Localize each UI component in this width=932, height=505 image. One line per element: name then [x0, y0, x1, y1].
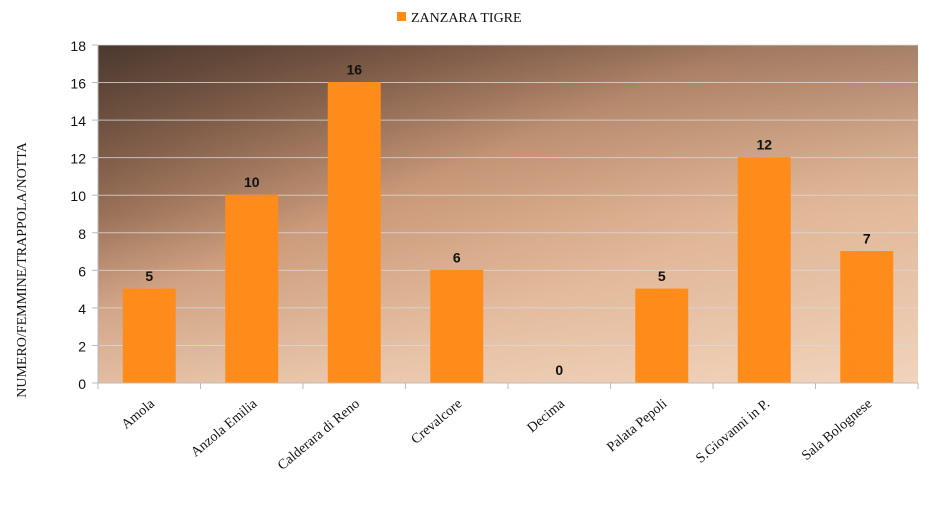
- data-label: 7: [863, 231, 871, 247]
- bar: [738, 158, 790, 383]
- bar: [123, 289, 175, 383]
- data-label: 12: [756, 137, 772, 153]
- data-label: 6: [453, 249, 461, 265]
- x-tick-label: Crevalcore: [409, 397, 466, 448]
- bar: [226, 195, 278, 383]
- data-label: 10: [244, 174, 260, 190]
- x-tick-label: Decima: [525, 396, 569, 436]
- bar: [841, 252, 893, 383]
- x-tick-label: Sala Bolognese: [799, 397, 875, 464]
- legend-label: ZANZARA TIGRE: [411, 11, 522, 26]
- bar: [636, 289, 688, 383]
- data-label: 5: [145, 268, 153, 284]
- y-tick-label: 12: [70, 151, 86, 167]
- x-tick-label: S.Giovanni in P.: [693, 397, 772, 467]
- y-tick-label: 16: [70, 76, 86, 92]
- data-label: 16: [346, 62, 362, 78]
- y-tick-label: 14: [70, 113, 86, 129]
- y-tick-label: 6: [78, 263, 86, 279]
- y-tick-label: 10: [70, 188, 86, 204]
- y-axis-label: NUMERO/FEMMINE/TRAPPOLA/NOTTA: [15, 141, 30, 397]
- y-tick-label: 18: [70, 38, 86, 54]
- x-tick-label: Anzola Emilia: [188, 396, 260, 460]
- bar: [431, 270, 483, 383]
- legend-swatch: [397, 12, 406, 21]
- y-tick-label: 4: [78, 301, 86, 317]
- data-label: 0: [555, 362, 563, 378]
- x-tick-label: Palata Pepoli: [604, 397, 670, 456]
- data-label: 5: [658, 268, 666, 284]
- x-tick-label: Calderara di Reno: [275, 397, 363, 474]
- plot-background-overlay: [98, 45, 918, 383]
- y-tick-label: 8: [78, 226, 86, 242]
- y-tick-label: 2: [78, 338, 86, 354]
- bar: [328, 83, 380, 383]
- y-tick-label: 0: [78, 376, 86, 392]
- chart: NUMERO/FEMMINE/TRAPPOLA/NOTTA 0 2 4 6 8 10 12 1…: [0, 0, 932, 505]
- x-tick-label: Amola: [119, 396, 158, 432]
